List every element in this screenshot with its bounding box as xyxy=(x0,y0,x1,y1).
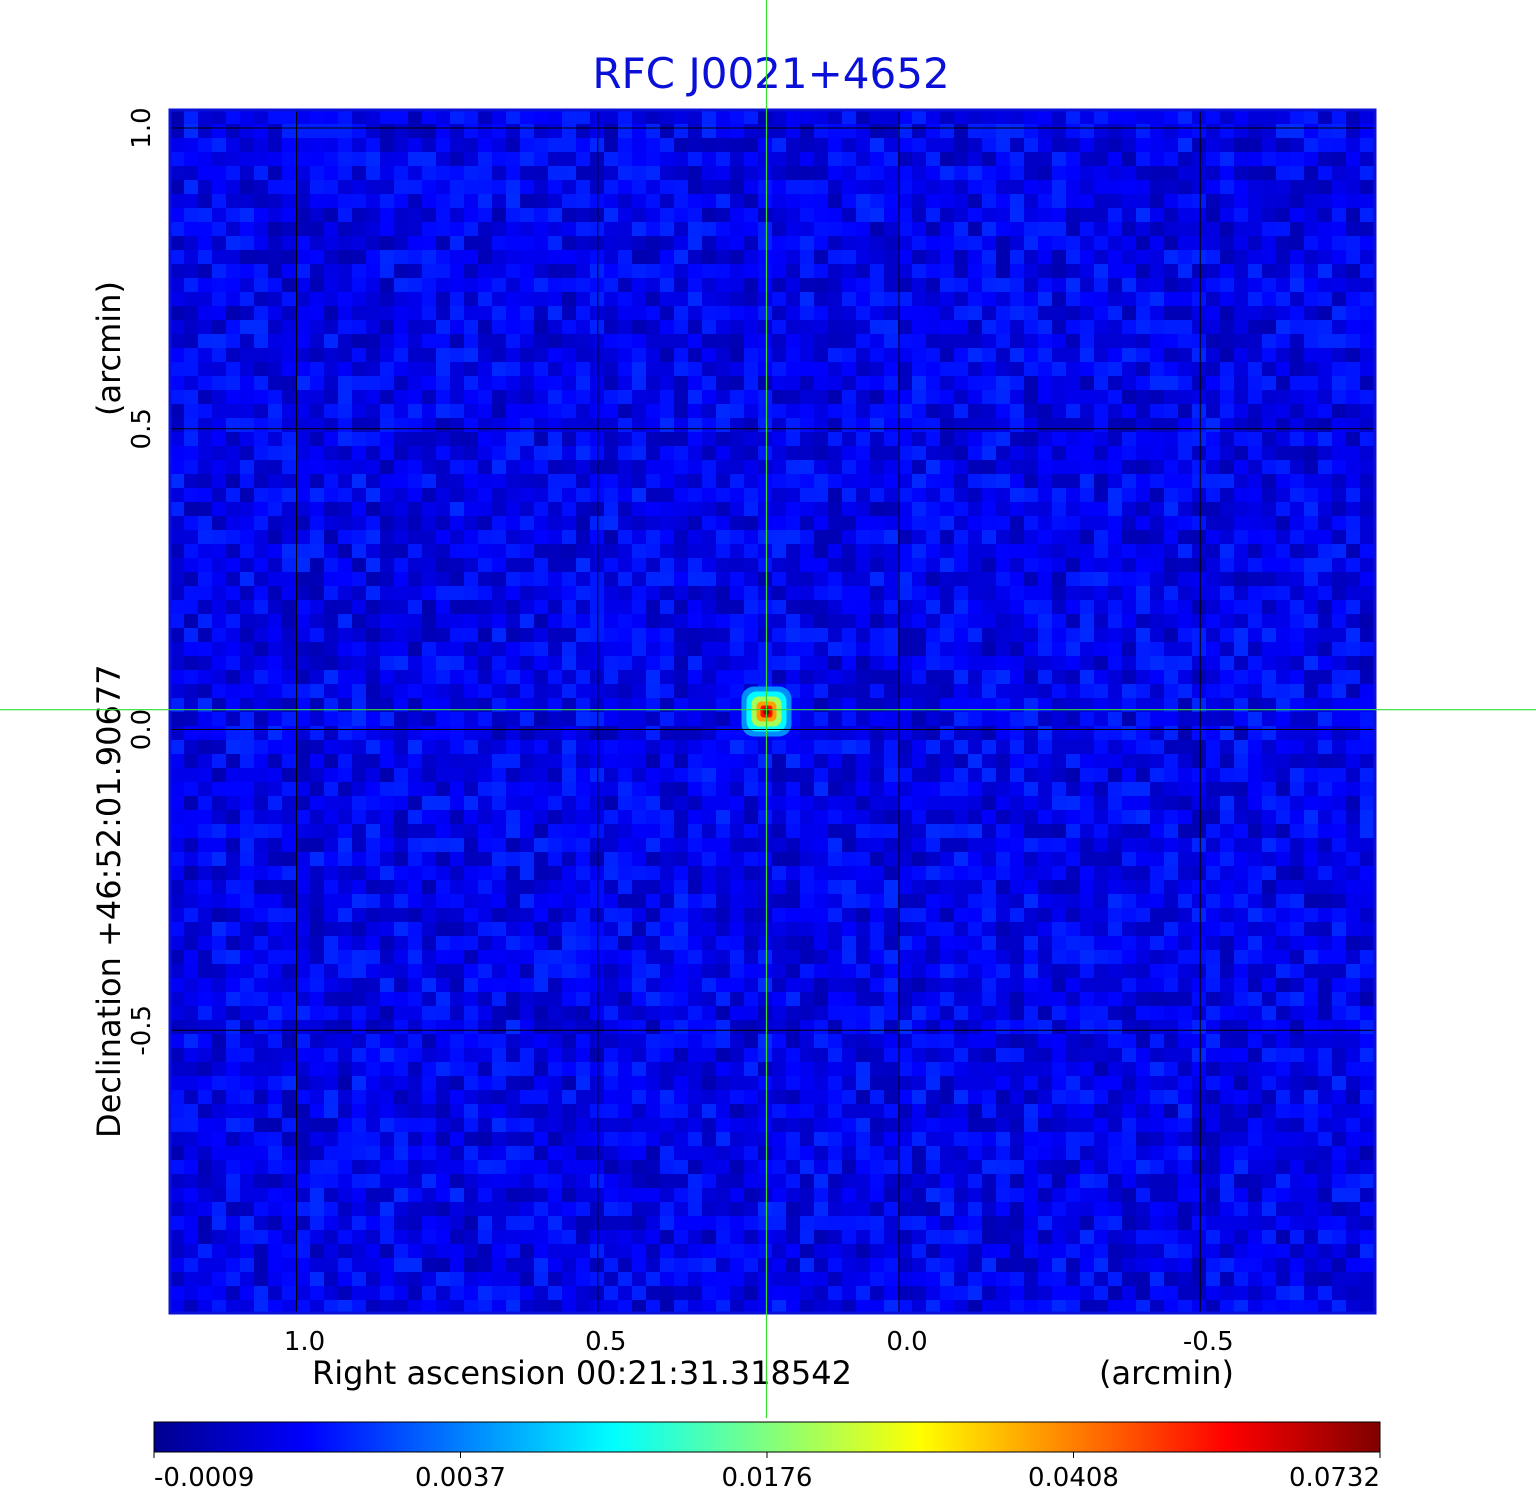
chart-title: RFC J0021+4652 xyxy=(592,49,949,98)
colorbar-tick-label: 0.0732 xyxy=(1289,1463,1380,1493)
y-axis-label: Declination +46:52:01.90677 xyxy=(90,664,128,1138)
y-tick-label: 0.5 xyxy=(127,408,157,449)
y-tick-label: 1.0 xyxy=(127,107,157,148)
colorbar-tick-label: 0.0408 xyxy=(1028,1463,1119,1493)
colorbar-tick-label: 0.0176 xyxy=(722,1463,813,1493)
y-tick-labels: 1.0 0.5 0.0 -0.5 xyxy=(127,107,157,1055)
x-tick-label: 0.0 xyxy=(886,1327,927,1357)
y-axis-unit: (arcmin) xyxy=(90,281,128,416)
plot-area xyxy=(168,108,1377,1315)
noise-texture xyxy=(170,110,1375,1313)
colorbar-tick-labels: -0.0009 0.0037 0.0176 0.0408 0.0732 xyxy=(153,1452,1381,1493)
y-tick-label: -0.5 xyxy=(127,1005,157,1056)
x-axis-label: Right ascension 00:21:31.318542 xyxy=(312,1354,852,1392)
x-tick-labels: 1.0 0.5 0.0 -0.5 xyxy=(284,1327,1234,1357)
plot-frame xyxy=(168,108,1377,1315)
x-axis-unit: (arcmin) xyxy=(1099,1354,1234,1392)
colorbar-tick-label: -0.0009 xyxy=(154,1463,254,1493)
grid xyxy=(170,110,1375,1313)
y-tick-label: 0.0 xyxy=(127,709,157,750)
x-tick-label: 1.0 xyxy=(284,1327,325,1357)
x-tick-label: -0.5 xyxy=(1183,1327,1234,1357)
crosshair xyxy=(0,0,1536,1418)
colorbar xyxy=(153,1421,1381,1453)
x-tick-label: 0.5 xyxy=(585,1327,626,1357)
colorbar-tick-label: 0.0037 xyxy=(415,1463,506,1493)
